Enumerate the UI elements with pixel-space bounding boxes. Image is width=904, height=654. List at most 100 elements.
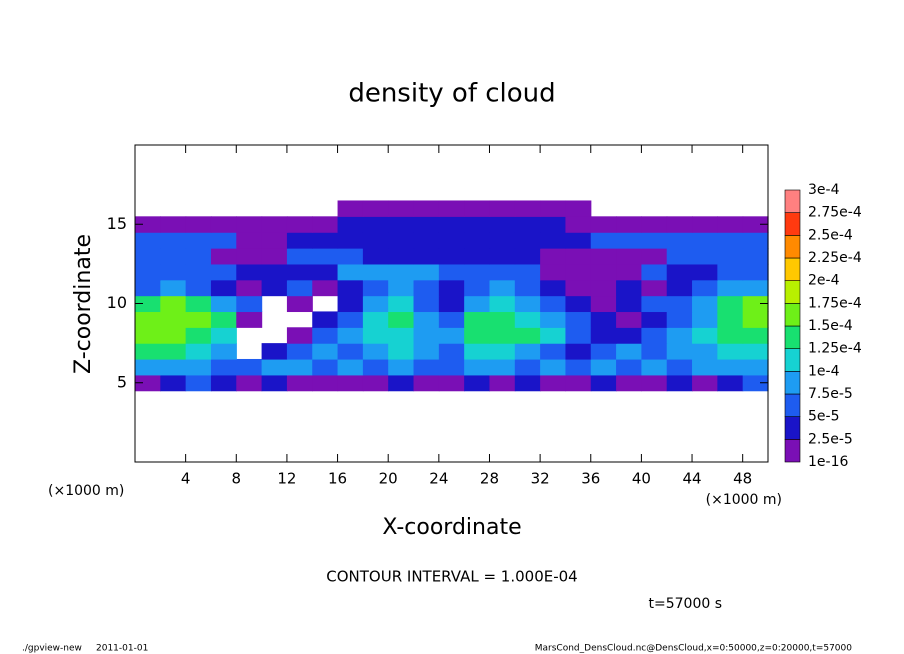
cell bbox=[742, 216, 769, 233]
cell bbox=[160, 374, 187, 392]
cell bbox=[692, 263, 718, 281]
cell bbox=[337, 232, 364, 249]
cell bbox=[210, 374, 237, 392]
cell bbox=[666, 232, 693, 249]
cell bbox=[540, 279, 567, 297]
cell bbox=[135, 358, 161, 376]
cell bbox=[362, 263, 389, 281]
cell bbox=[438, 311, 465, 328]
cell bbox=[590, 295, 617, 313]
cell bbox=[388, 311, 415, 328]
cell bbox=[438, 279, 465, 297]
cell bbox=[160, 263, 187, 281]
cell bbox=[464, 327, 491, 344]
cell bbox=[590, 327, 617, 344]
cell bbox=[540, 263, 567, 281]
cell bbox=[464, 263, 491, 281]
cell bbox=[236, 263, 263, 281]
footer-date: 2011-01-01 bbox=[96, 644, 148, 654]
cell bbox=[641, 327, 668, 344]
cell bbox=[261, 263, 288, 281]
cell bbox=[514, 263, 541, 281]
cell bbox=[388, 374, 415, 392]
cell bbox=[337, 374, 364, 392]
cell bbox=[742, 248, 769, 265]
cell bbox=[362, 311, 389, 328]
cell bbox=[135, 279, 161, 297]
cell bbox=[312, 263, 339, 281]
cell bbox=[590, 232, 617, 249]
cell bbox=[413, 279, 440, 297]
cell bbox=[362, 358, 389, 376]
cell bbox=[641, 343, 668, 360]
cell bbox=[413, 343, 440, 360]
cell bbox=[413, 327, 440, 344]
cell bbox=[388, 216, 415, 233]
y-tick-label: 5 bbox=[117, 372, 127, 391]
cell bbox=[514, 358, 541, 376]
cell bbox=[160, 311, 187, 328]
cell bbox=[641, 248, 668, 265]
cell bbox=[135, 343, 161, 360]
cell bbox=[489, 232, 516, 249]
cell bbox=[286, 263, 313, 281]
cell bbox=[261, 343, 288, 360]
cell bbox=[388, 232, 415, 249]
cell bbox=[362, 327, 389, 344]
cell bbox=[438, 200, 465, 217]
cell bbox=[590, 263, 617, 281]
cell bbox=[337, 263, 364, 281]
cell bbox=[717, 279, 744, 297]
contour-note: CONTOUR INTERVAL = 1.000E-04 bbox=[326, 568, 577, 586]
cell bbox=[717, 327, 744, 344]
cell bbox=[565, 343, 592, 360]
cell bbox=[742, 374, 769, 392]
cell bbox=[135, 216, 161, 233]
cell bbox=[590, 374, 617, 392]
cell bbox=[185, 311, 212, 328]
cell bbox=[692, 327, 718, 344]
cell bbox=[616, 343, 642, 360]
cell bbox=[438, 327, 465, 344]
cell bbox=[565, 216, 592, 233]
cell bbox=[413, 295, 440, 313]
cell bbox=[692, 358, 718, 376]
cell bbox=[312, 232, 339, 249]
colorbar-label: 2e-4 bbox=[808, 273, 840, 289]
cell bbox=[742, 343, 769, 360]
cell bbox=[565, 311, 592, 328]
cell bbox=[312, 311, 339, 328]
cell bbox=[337, 343, 364, 360]
cell bbox=[666, 263, 693, 281]
cell bbox=[692, 343, 718, 360]
cell bbox=[641, 232, 668, 249]
cell bbox=[337, 295, 364, 313]
cell bbox=[210, 343, 237, 360]
cell bbox=[160, 279, 187, 297]
cell bbox=[514, 295, 541, 313]
cell bbox=[464, 358, 491, 376]
cell bbox=[742, 279, 769, 297]
cell bbox=[210, 358, 237, 376]
cell bbox=[565, 279, 592, 297]
y-axis-label: Z-coordinate bbox=[71, 234, 96, 374]
cell bbox=[464, 374, 491, 392]
cell bbox=[540, 248, 567, 265]
cell bbox=[388, 327, 415, 344]
cell bbox=[489, 200, 516, 217]
colorbar-swatch bbox=[784, 189, 801, 213]
cell bbox=[717, 358, 744, 376]
cell bbox=[641, 263, 668, 281]
cell bbox=[337, 279, 364, 297]
cell bbox=[489, 374, 516, 392]
cell bbox=[438, 295, 465, 313]
colorbar-swatch bbox=[784, 393, 801, 417]
cell bbox=[590, 358, 617, 376]
cell bbox=[565, 327, 592, 344]
cell bbox=[540, 216, 567, 233]
cell bbox=[135, 311, 161, 328]
cell bbox=[489, 279, 516, 297]
cell bbox=[388, 279, 415, 297]
x-tick-label: 28 bbox=[480, 470, 499, 488]
